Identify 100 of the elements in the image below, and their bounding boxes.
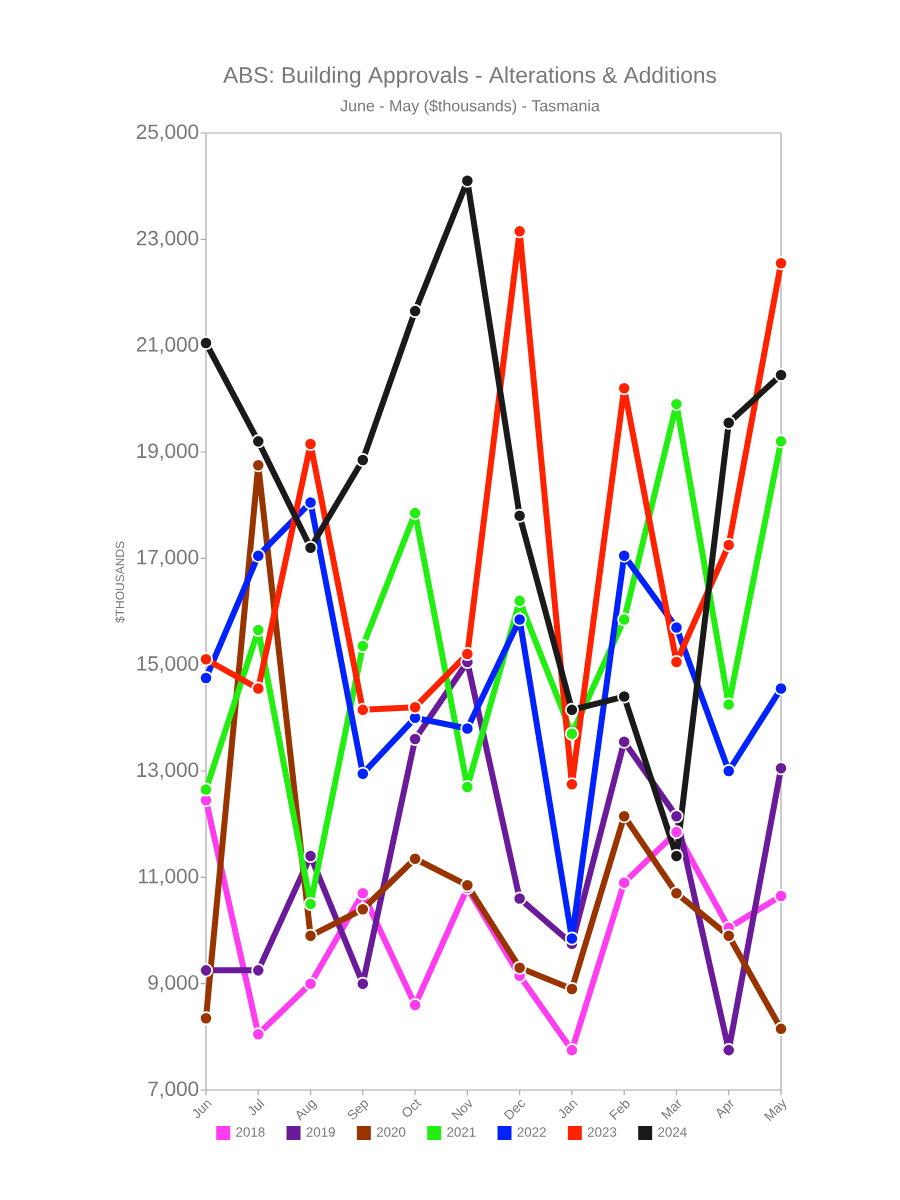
legend-label: 2019 (306, 1127, 335, 1137)
point (199, 670, 214, 685)
point (408, 304, 423, 319)
point (355, 639, 370, 654)
point (355, 702, 370, 717)
point (721, 928, 736, 943)
x-tick-label: Feb (609, 1100, 630, 1120)
y-tick-label: 19,000 (137, 443, 199, 461)
point (617, 809, 632, 824)
point (355, 452, 370, 467)
point (303, 540, 318, 555)
point (774, 888, 789, 903)
legend-label: 2018 (236, 1127, 265, 1137)
point (251, 963, 266, 978)
point (408, 732, 423, 747)
point (355, 976, 370, 991)
point (564, 1043, 579, 1058)
point (303, 928, 318, 943)
x-tick-label: Apr (716, 1099, 734, 1119)
point (408, 700, 423, 715)
point (460, 173, 475, 188)
point (303, 495, 318, 510)
point (669, 620, 684, 635)
point (199, 782, 214, 797)
y-tick-label: 23,000 (136, 230, 199, 248)
chart-title: ABS: Building Approvals - Alterations & Additions (223, 66, 717, 88)
y-tick-label: 7,000 (148, 1081, 199, 1099)
y-tick-label: 9,000 (148, 975, 199, 993)
x-tick-label: Oct (402, 1099, 422, 1117)
point (774, 681, 789, 696)
point (408, 506, 423, 521)
point (199, 963, 214, 978)
point (774, 434, 789, 449)
point (617, 734, 632, 749)
point (721, 538, 736, 553)
point (303, 896, 318, 911)
point (512, 224, 527, 239)
point (251, 623, 266, 638)
legend-label: 2024 (658, 1127, 687, 1137)
point (617, 875, 632, 890)
point (199, 652, 214, 667)
x-tick-label: May (763, 1099, 787, 1122)
point (512, 593, 527, 608)
legend-label: 2021 (447, 1127, 476, 1137)
y-tick-label: 15,000 (137, 656, 199, 674)
point (355, 886, 370, 901)
point (512, 960, 527, 975)
point (564, 702, 579, 717)
point (251, 681, 266, 696)
point (721, 697, 736, 712)
point (564, 931, 579, 946)
point (721, 763, 736, 778)
point (669, 655, 684, 670)
point (408, 997, 423, 1012)
point (774, 367, 789, 382)
x-tick-label: Sep (347, 1100, 369, 1120)
point (617, 612, 632, 627)
legend-label: 2023 (587, 1127, 617, 1137)
point (251, 458, 266, 473)
x-tick-label: Dec (503, 1100, 525, 1121)
point (512, 891, 527, 906)
point (774, 1021, 789, 1036)
point (564, 981, 579, 996)
point (564, 777, 579, 792)
legend-label: 2020 (376, 1127, 406, 1137)
point (774, 256, 789, 271)
point (669, 825, 684, 840)
point (617, 381, 632, 396)
point (669, 809, 684, 824)
point (303, 849, 318, 864)
x-tick-label: Jun (192, 1100, 212, 1119)
legend-label: 2022 (517, 1127, 546, 1137)
x-tick-label: Aug (296, 1099, 318, 1121)
point (512, 508, 527, 523)
y-tick-label: 17,000 (137, 549, 199, 567)
point (721, 415, 736, 430)
x-tick-label: Mar (661, 1099, 682, 1120)
y-tick-label: 25,000 (136, 124, 199, 142)
point (774, 761, 789, 776)
x-tick-label: Jul (248, 1098, 265, 1116)
point (669, 886, 684, 901)
y-tick-label: 13,000 (137, 762, 199, 780)
point (460, 779, 475, 794)
point (251, 434, 266, 449)
y-tick-label: 11,000 (138, 868, 199, 886)
point (460, 647, 475, 662)
point (199, 336, 214, 351)
x-tick-label: Nov (451, 1099, 472, 1121)
chart-subtitle: June - May ($thousands) - Tasmania (340, 99, 600, 115)
point (564, 726, 579, 741)
point (303, 976, 318, 991)
y-tick-label: 21,000 (136, 337, 199, 355)
point (355, 766, 370, 781)
point (408, 851, 423, 866)
point (251, 548, 266, 563)
y-axis-title: $THOUSANDS (115, 541, 125, 623)
x-tick-label: Jan (558, 1100, 578, 1119)
point (512, 612, 527, 627)
point (669, 397, 684, 412)
point (721, 1043, 736, 1058)
